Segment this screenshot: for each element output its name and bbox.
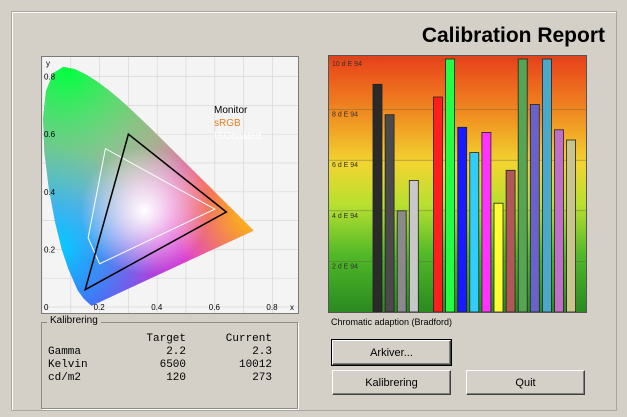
bar — [408, 180, 419, 312]
bar — [469, 152, 480, 312]
calibrate-button[interactable]: Kalibrering — [332, 370, 451, 395]
table-row: cd/m2 120 273 — [48, 372, 288, 385]
luminance-target: 120 — [166, 372, 186, 384]
x-tick-label: 0.6 — [209, 303, 221, 312]
legend-entry: sRGB — [214, 118, 241, 129]
bar — [566, 139, 577, 312]
bar — [372, 83, 383, 312]
bar — [457, 126, 468, 312]
x-tick-label: 0 — [44, 303, 49, 312]
row-label-kelvin: Kelvin — [48, 359, 88, 371]
calibration-table: Target Current Gamma 2.2 2.3 Kelvin 6500… — [48, 333, 288, 385]
y-tick-label: 8 d E 94 — [332, 112, 358, 119]
dialog-frame — [11, 11, 617, 411]
header-target: Target — [146, 333, 186, 345]
table-row: Gamma 2.2 2.3 — [48, 346, 288, 359]
y-tick-label: 0.4 — [44, 188, 56, 197]
gamma-target: 2.2 — [166, 346, 186, 358]
gamut-monitor — [84, 132, 228, 292]
x-tick-label: 0.8 — [266, 303, 278, 312]
bar — [541, 58, 552, 312]
y-tick-label: 0.6 — [44, 130, 56, 139]
kelvin-target: 6500 — [159, 359, 186, 371]
bar — [554, 129, 564, 312]
bar — [517, 58, 528, 312]
delta-e-chart-svg: 10 d E 94 8 d E 94 6 d E 94 4 d E 94 2 d E 9… — [329, 56, 586, 312]
gamma-current: 2.3 — [252, 346, 272, 358]
bar — [481, 132, 492, 312]
cie-diagram-svg: y x 0.8 0.6 0.4 0.2 0 0.2 0.4 0.6 0.8 Monitor sRG… — [42, 57, 298, 313]
gamut-isocoated — [87, 147, 216, 265]
bar — [505, 169, 516, 312]
bar — [529, 104, 540, 312]
table-header-row: Target Current — [48, 333, 288, 346]
bar — [445, 58, 455, 312]
table-row: Kelvin 6500 10012 — [48, 359, 288, 372]
row-label-luminance: cd/m2 — [48, 372, 82, 384]
bar — [384, 114, 395, 312]
header-current: Current — [225, 333, 272, 345]
bar — [433, 96, 443, 312]
y-tick-label: 0.8 — [44, 73, 56, 82]
x-tick-label: 0.4 — [151, 303, 163, 312]
chromatic-adaptation-label: Chromatic adaption (Bradford) — [331, 317, 453, 327]
legend-entry: ISOcoated — [214, 131, 261, 142]
y-axis-label: y — [46, 59, 50, 68]
bar — [396, 210, 407, 312]
cie-diagram: y x 0.8 0.6 0.4 0.2 0 0.2 0.4 0.6 0.8 Monitor sRG… — [41, 56, 299, 314]
y-tick-label: 10 d E 94 — [332, 61, 362, 68]
y-tick-label: 4 d E 94 — [332, 213, 358, 220]
x-tick-label: 0.2 — [94, 303, 106, 312]
luminance-current: 273 — [252, 372, 272, 384]
bar — [493, 202, 504, 312]
page-title: Calibration Report — [421, 24, 605, 47]
y-tick-label: 6 d E 94 — [332, 162, 358, 169]
x-axis-label: x — [290, 303, 294, 312]
row-label-gamma: Gamma — [48, 346, 82, 358]
kelvin-current: 10012 — [238, 359, 272, 371]
y-tick-label: 0.2 — [44, 245, 56, 254]
quit-button[interactable]: Quit — [466, 370, 585, 395]
legend-entry: Monitor — [214, 105, 248, 116]
calibration-group-label: Kalibrering — [47, 315, 101, 326]
delta-e-chart: 10 d E 94 8 d E 94 6 d E 94 4 d E 94 2 d E 9… — [328, 55, 587, 313]
archive-button[interactable]: Arkiver... — [331, 339, 452, 366]
calibration-group — [41, 322, 298, 409]
y-tick-label: 2 d E 94 — [332, 263, 358, 270]
